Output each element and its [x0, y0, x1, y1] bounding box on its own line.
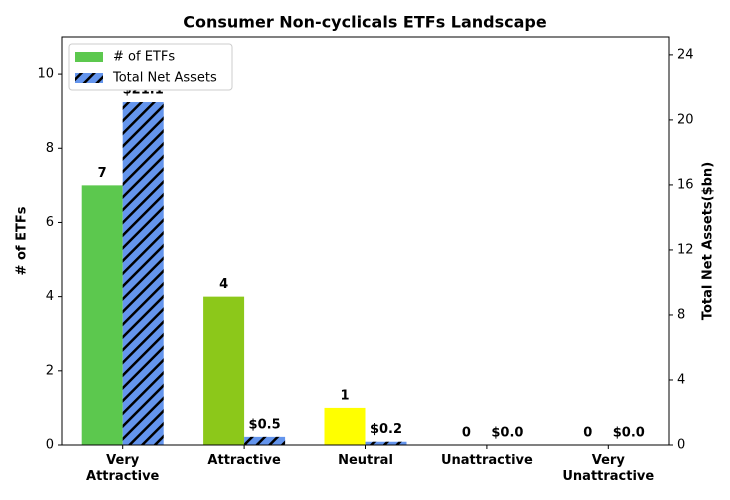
- chart-title: Consumer Non-cyclicals ETFs Landscape: [183, 13, 547, 32]
- plot-frame: [61, 36, 670, 446]
- y-tick-label: 10: [37, 67, 54, 82]
- value-label: $0.0: [613, 426, 645, 441]
- legend-swatch: [75, 52, 103, 62]
- value-label: 0: [583, 426, 592, 441]
- legend-label: # of ETFs: [113, 50, 175, 65]
- y2-tick-label: 12: [677, 242, 694, 257]
- bar-hatch: [244, 436, 286, 445]
- y2-tick-label: 16: [677, 177, 694, 192]
- bar-hatch: [122, 102, 164, 445]
- y-tick-label: 0: [46, 438, 54, 453]
- x-tick-label: Attractive: [207, 453, 281, 468]
- bar: [324, 407, 366, 445]
- y2-tick-label: 0: [677, 438, 685, 453]
- value-label: 1: [340, 388, 349, 403]
- value-label: $0.5: [249, 417, 281, 432]
- y-axis-label: # of ETFs: [15, 206, 30, 275]
- x-tick-label: Unattractive: [440, 453, 533, 468]
- bar: [81, 185, 123, 445]
- x-tick-label: Very Unattractive: [562, 453, 655, 484]
- value-label: $0.2: [370, 422, 402, 437]
- x-tick-label: Neutral: [338, 453, 393, 468]
- y2-tick-label: 24: [677, 47, 694, 62]
- bar-hatch: [365, 441, 407, 445]
- value-label: 0: [462, 426, 471, 441]
- y-tick-label: 4: [46, 289, 54, 304]
- x-tick-label: Very Attractive: [86, 453, 160, 484]
- legend-label: Total Net Assets: [112, 71, 217, 86]
- y2-tick-label: 4: [677, 372, 685, 387]
- y-tick-label: 8: [46, 141, 54, 156]
- value-label: 4: [219, 277, 228, 292]
- y-tick-label: 2: [46, 363, 54, 378]
- y-tick-label: 6: [46, 215, 54, 230]
- y2-tick-label: 20: [677, 112, 694, 127]
- legend-hatch: [75, 73, 103, 83]
- value-label: 7: [98, 166, 107, 181]
- bar: [203, 296, 245, 445]
- legend-box: [68, 43, 233, 91]
- value-label: $0.0: [491, 426, 523, 441]
- y2-tick-label: 8: [677, 307, 685, 322]
- y2-axis-label: Total Net Assets($bn): [701, 162, 716, 320]
